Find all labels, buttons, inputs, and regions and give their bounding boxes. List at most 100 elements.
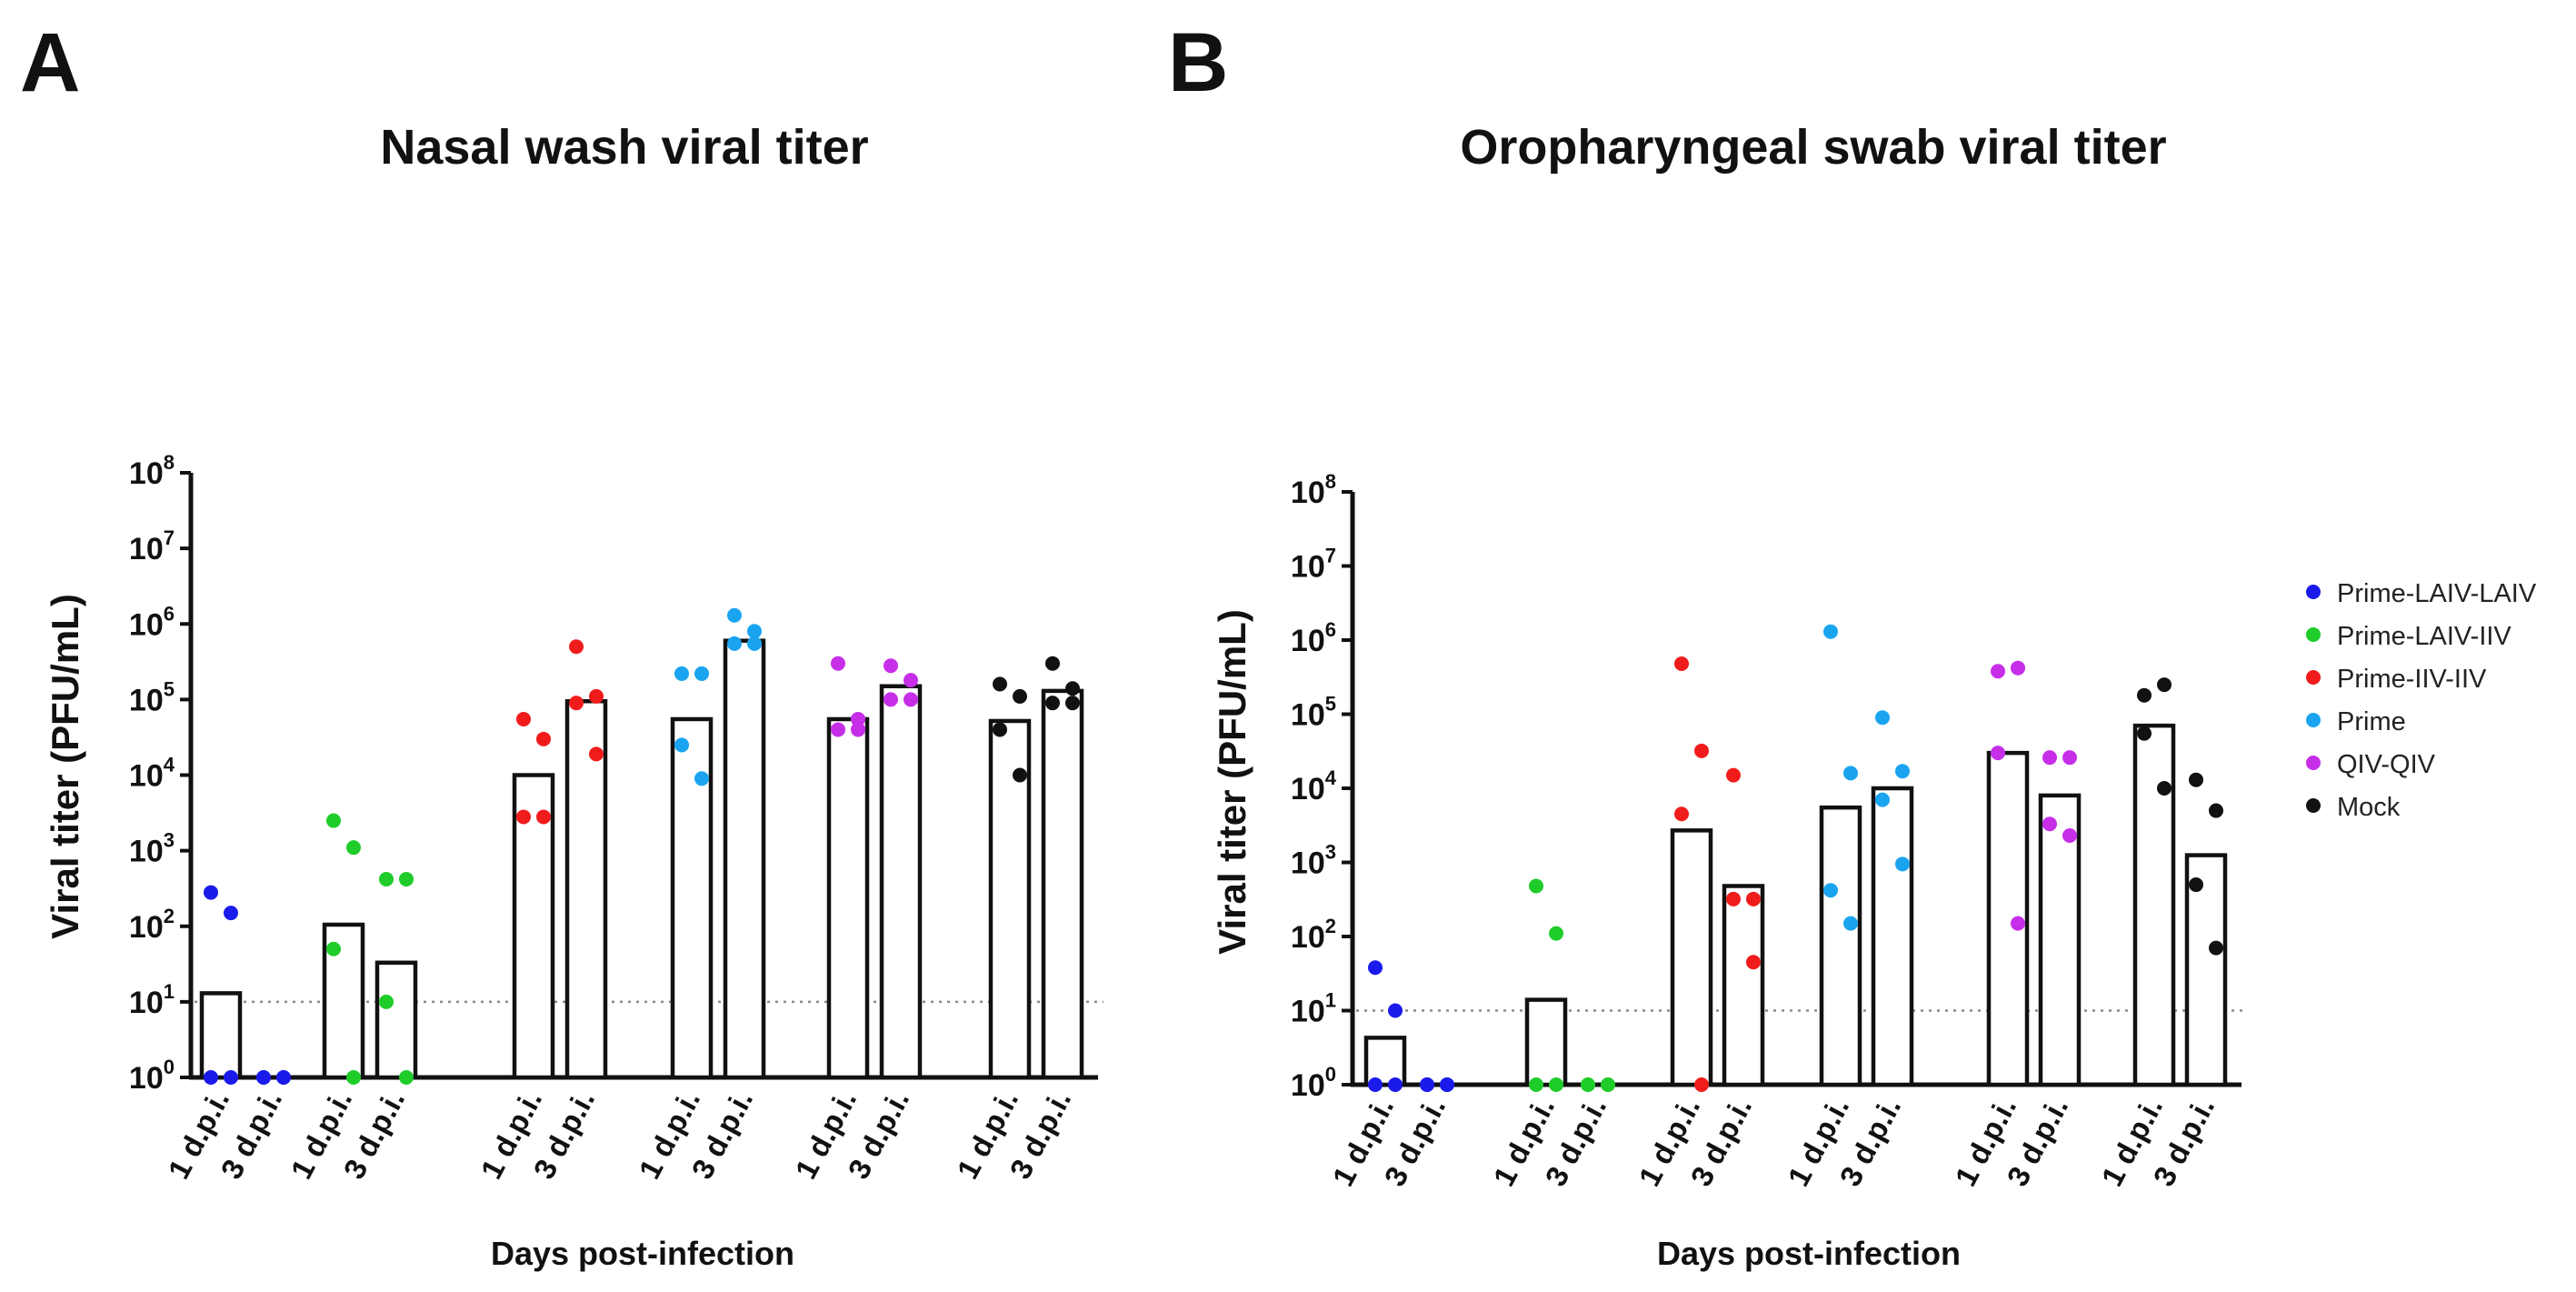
bar	[1670, 828, 1713, 1087]
data-point	[1823, 624, 1838, 639]
y-tick-base: 10	[129, 683, 164, 717]
y-axis-title-a: Viral titer (PFU/mL)	[44, 594, 86, 939]
legend-marker	[2306, 670, 2321, 685]
data-point	[1694, 743, 1709, 758]
data-point	[831, 656, 845, 671]
y-tick-exponent: 5	[164, 677, 175, 700]
legend-marker	[2306, 798, 2321, 813]
data-point	[1991, 664, 2005, 679]
data-point	[536, 731, 551, 746]
data-point	[694, 666, 709, 681]
bar	[2038, 793, 2082, 1087]
y-tick-base: 10	[1291, 920, 1325, 955]
data-point	[204, 885, 218, 900]
data-point	[379, 871, 394, 886]
data-point	[747, 624, 762, 639]
data-point	[2189, 772, 2203, 787]
y-tick-exponent: 4	[1325, 766, 1337, 789]
y-tick-base: 10	[129, 532, 164, 566]
data-point	[2011, 660, 2025, 676]
data-point	[2189, 877, 2203, 893]
y-tick-label: 108	[129, 451, 175, 491]
data-point	[884, 692, 898, 707]
legend-item: Prime-LAIV-IIV	[2306, 622, 2511, 651]
data-point	[1726, 767, 1741, 783]
y-tick-base: 10	[129, 1061, 164, 1096]
legend-label: Mock	[2337, 793, 2401, 822]
y-tick-label: 102	[1291, 915, 1336, 955]
y-tick-label: 103	[1291, 841, 1336, 881]
legend-label: Prime-LAIV-LAIV	[2337, 579, 2537, 608]
y-tick-label: 105	[1291, 693, 1336, 733]
y-tick-exponent: 1	[164, 980, 175, 1003]
y-tick-exponent: 3	[1325, 841, 1336, 864]
data-point	[1529, 1077, 1543, 1092]
bar	[1524, 997, 1568, 1087]
y-tick-label: 101	[1291, 989, 1336, 1029]
bar	[1871, 786, 1914, 1087]
data-point	[2042, 750, 2057, 766]
chart-title-a: Nasal wash viral titer	[380, 120, 868, 175]
legend-label: Prime	[2337, 707, 2406, 736]
y-tick-exponent: 0	[164, 1056, 175, 1078]
y-tick-base: 10	[129, 456, 164, 491]
data-point	[2157, 677, 2172, 693]
y-tick-exponent: 6	[1325, 618, 1336, 641]
panel-letter-a: A	[20, 16, 80, 109]
y-tick-label: 107	[129, 526, 175, 566]
data-point	[224, 1070, 238, 1085]
bar	[1363, 1036, 1407, 1087]
y-tick-base: 10	[1291, 476, 1325, 510]
y-tick-label: 107	[1291, 545, 1336, 585]
data-point	[204, 1070, 218, 1085]
legend-marker	[2306, 627, 2321, 642]
bar	[1819, 805, 1862, 1087]
y-tick-label: 100	[129, 1056, 175, 1096]
y-tick-base: 10	[1291, 550, 1325, 585]
data-point	[851, 722, 865, 737]
data-point	[1674, 806, 1689, 822]
data-point	[1875, 792, 1890, 807]
y-tick-label: 102	[129, 905, 175, 945]
bar	[1041, 688, 1084, 1080]
y-tick-base: 10	[129, 759, 164, 794]
y-tick-base: 10	[1291, 1068, 1325, 1103]
data-point	[589, 688, 604, 704]
y-tick-base: 10	[129, 607, 164, 642]
data-point	[1843, 766, 1858, 781]
legend-item: Prime-IIV-IIV	[2306, 665, 2487, 694]
x-axis-title-a: Days post-infection	[491, 1235, 794, 1272]
y-tick-label: 106	[1291, 618, 1336, 658]
chart-title-b: Oropharyngeal swab viral titer	[1460, 120, 2166, 175]
data-point	[1694, 1077, 1709, 1092]
data-point	[2011, 916, 2025, 931]
data-point	[256, 1070, 271, 1085]
y-axis-title-b: Viral titer (PFU/mL)	[1211, 609, 1253, 955]
y-tick-base: 10	[1291, 846, 1325, 881]
data-point	[1065, 681, 1080, 696]
y-tick-label: 106	[129, 602, 175, 642]
data-point	[727, 607, 742, 623]
data-point	[2209, 803, 2223, 818]
data-point	[399, 871, 414, 886]
bar	[199, 991, 243, 1080]
data-point	[2137, 726, 2152, 741]
data-point	[1674, 656, 1689, 671]
y-tick-base: 10	[129, 910, 164, 945]
legend-item: QIV-QIV	[2306, 750, 2436, 779]
data-point	[536, 809, 551, 825]
chart-panel-b: Oropharyngeal swab viral titer Viral tit…	[1211, 120, 2247, 1272]
x-axis-title-b: Days post-infection	[1657, 1235, 1961, 1272]
data-point	[346, 840, 361, 856]
y-tick-exponent: 6	[164, 602, 175, 625]
y-tick-exponent: 2	[164, 905, 175, 927]
y-tick-exponent: 7	[1325, 545, 1336, 567]
data-point	[1388, 1077, 1403, 1092]
bar	[512, 773, 555, 1080]
data-point	[1013, 767, 1027, 783]
data-point	[1368, 1077, 1383, 1092]
legend-marker	[2306, 585, 2321, 599]
legend-label: Prime-LAIV-IIV	[2337, 622, 2511, 651]
bar	[2184, 853, 2228, 1087]
